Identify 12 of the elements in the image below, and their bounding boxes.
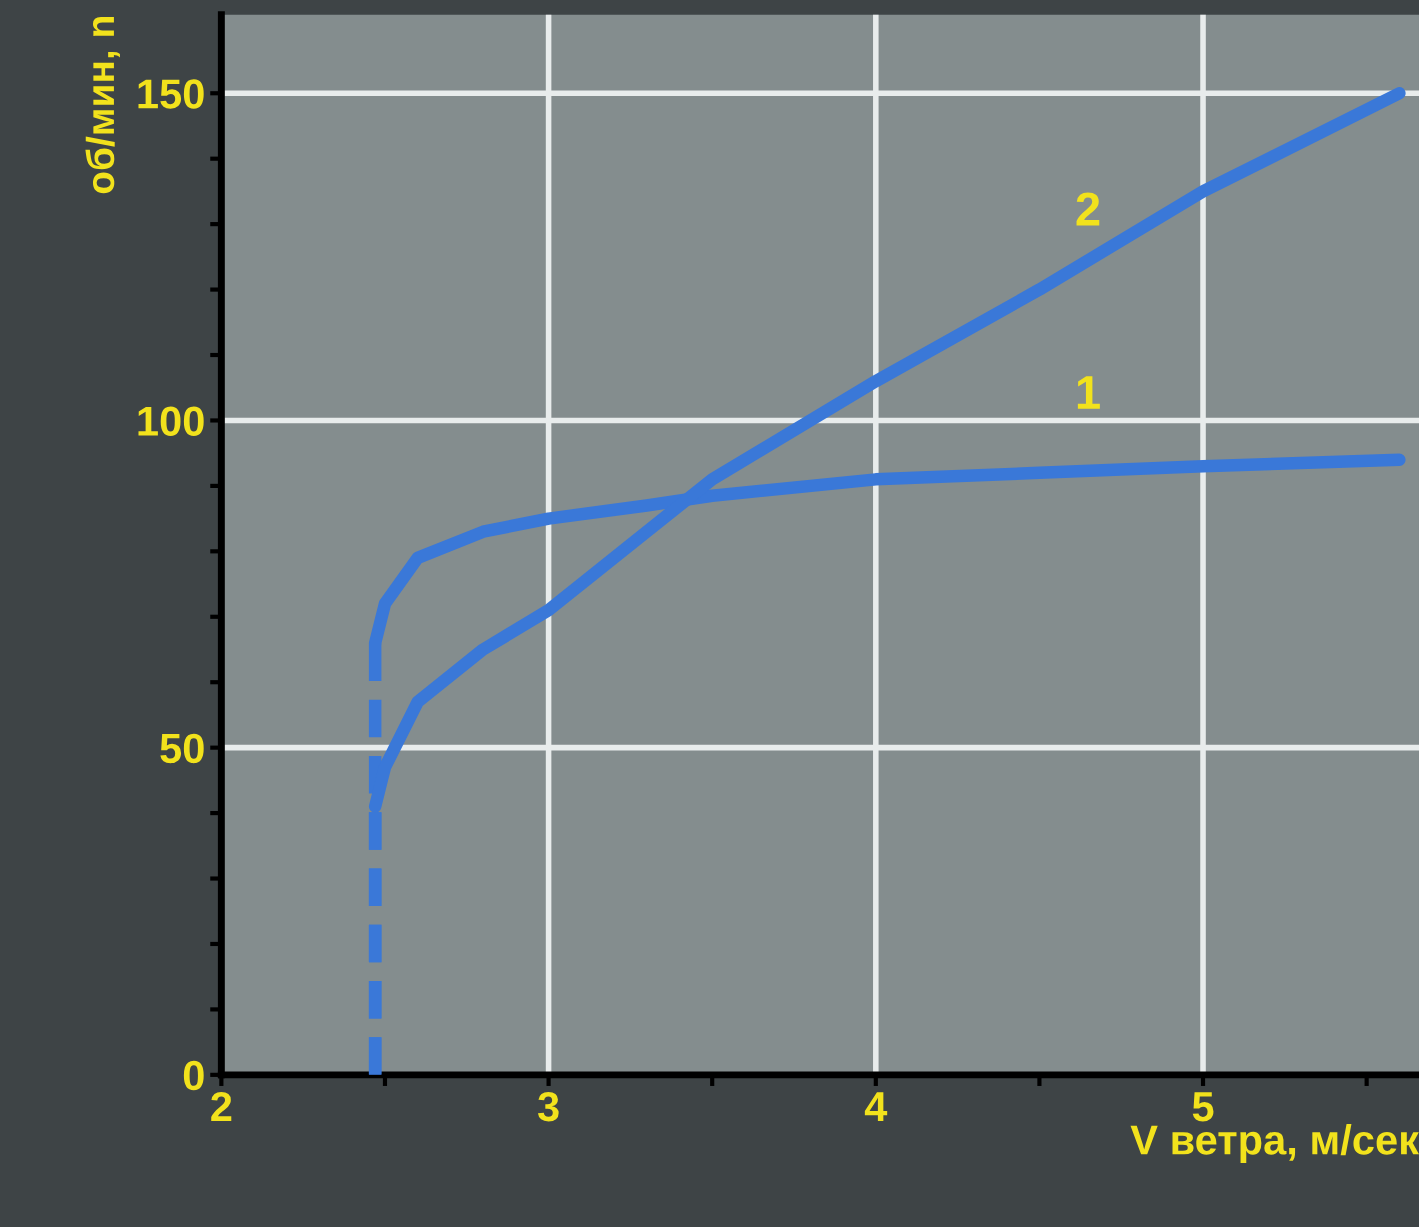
x-tick-label: 2 [211,1091,232,1122]
x-tick-label: 4 [864,1092,888,1122]
y-axis-title: об/мин, n [85,17,120,194]
x-tick-label: 5 [1192,1092,1214,1122]
y-tick-label: 50 [160,733,204,764]
y-tick-label: 150 [138,79,204,109]
y-tick-label: 100 [138,406,204,436]
series-label: 1 [1077,376,1100,409]
series-label: 2 [1076,192,1100,226]
x-axis-title: V ветра, м/сек [1130,1124,1419,1163]
x-tick-label: 3 [537,1091,559,1122]
y-tick-label: 0 [183,1060,204,1091]
